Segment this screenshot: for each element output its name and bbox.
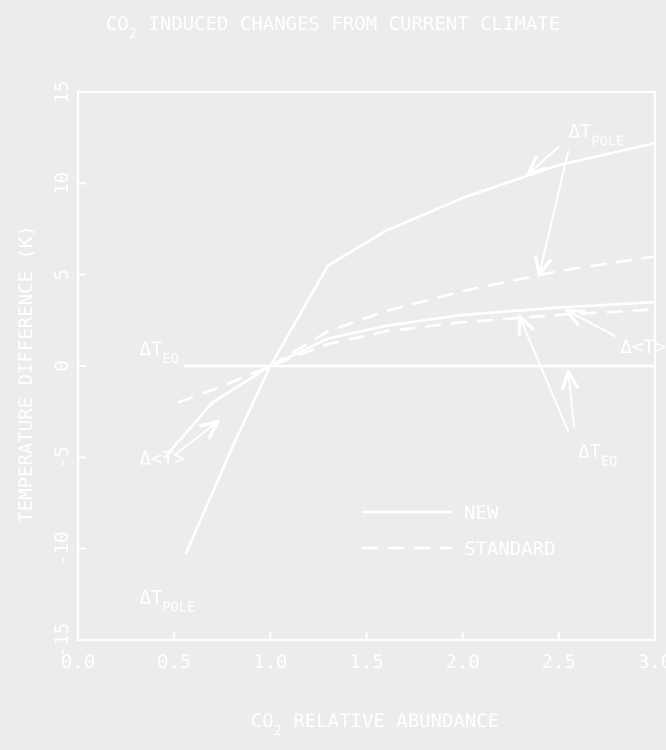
chart-title: CO2 INDUCED CHANGES FROM CURRENT CLIMATE xyxy=(106,13,560,42)
legend-label-standard: STANDARD xyxy=(464,538,556,560)
annotation-avg-right: Δ<T> xyxy=(620,336,666,358)
series-line-1-solid xyxy=(184,141,656,555)
x-tick-label: 0.5 xyxy=(157,651,191,673)
series-line-3-dashed xyxy=(269,255,656,368)
x-tick-label: 1.0 xyxy=(253,651,287,673)
annotation-arrow xyxy=(568,373,574,429)
x-tick-label: 2.0 xyxy=(446,651,480,673)
legend-label-new: NEW xyxy=(464,502,499,524)
series-line-4-dashed xyxy=(177,308,656,404)
y-tick-label: 15 xyxy=(51,81,73,104)
y-tick-label: -5 xyxy=(51,446,73,469)
x-tick-label: 0.0 xyxy=(61,651,95,673)
annotation-arrow xyxy=(530,146,560,173)
x-tick-label: 2.5 xyxy=(542,651,576,673)
annotation-arrow xyxy=(520,319,570,433)
y-tick-label: 0 xyxy=(51,360,73,371)
series-line-2-solid xyxy=(163,300,656,459)
x-tick-label: 3.0 xyxy=(638,651,666,673)
y-tick-label: 10 xyxy=(51,172,73,195)
annotation-pole-top: ΔTPOLE xyxy=(568,121,624,150)
y-tick-label: -10 xyxy=(51,532,73,566)
annotation-pole-bottom: ΔTPOLE xyxy=(140,586,196,615)
annotation-arrow xyxy=(540,150,570,272)
annotation-avg-left: Δ<T> xyxy=(140,448,186,470)
x-axis-label: CO2 RELATIVE ABUNDANCE xyxy=(251,710,499,739)
annotation-arrow xyxy=(173,423,216,457)
y-tick-label: -15 xyxy=(51,623,73,657)
annotation-eq-right: ΔTEQ xyxy=(578,440,617,469)
x-tick-label: 1.5 xyxy=(349,651,383,673)
annotation-arrow xyxy=(568,311,618,338)
y-tick-label: 5 xyxy=(51,269,73,280)
annotation-eq-left: ΔTEQ xyxy=(140,338,179,367)
y-axis-label: TEMPERATURE DIFFERENCE (K) xyxy=(15,225,37,522)
